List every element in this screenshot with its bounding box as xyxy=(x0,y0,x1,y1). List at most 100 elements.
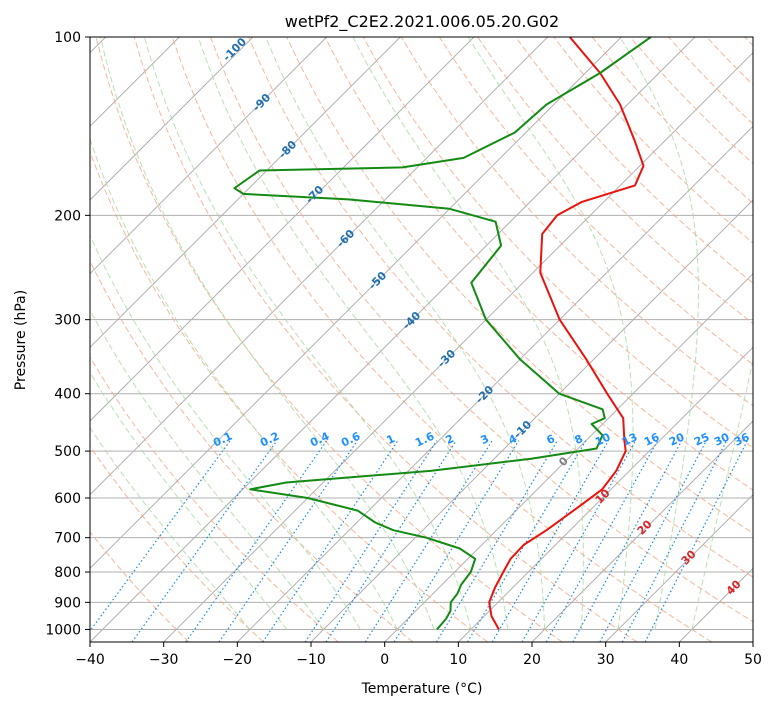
dry-adiabat-line xyxy=(90,531,190,642)
y-tick-label: 300 xyxy=(54,313,81,329)
dry-adiabat-line xyxy=(90,150,488,642)
isotherm-line xyxy=(90,37,475,422)
y-axis: 100 200 300 400 500 600 700 800 900 1000 xyxy=(45,30,90,638)
isotherm-line xyxy=(678,567,753,642)
moist-adiabat-line xyxy=(90,371,288,630)
mixing-ratio-line xyxy=(131,440,278,642)
dewpoint-profile-line xyxy=(233,37,652,631)
isotherm-line xyxy=(384,272,753,642)
isotherm-line xyxy=(90,37,401,349)
dry-adiabat-line xyxy=(438,37,753,366)
plot-frame xyxy=(89,36,754,643)
x-tick-label: 50 xyxy=(744,652,762,668)
dry-adiabat-line xyxy=(553,37,753,244)
mixing-ratio-line xyxy=(262,440,399,642)
isotherm-line xyxy=(236,125,753,642)
dry-adiabat-line xyxy=(248,37,753,578)
moist-adiabat-label: 20 xyxy=(635,517,655,537)
dry-adiabat-line xyxy=(133,37,638,642)
chart-title: wetPf2_C2E2.2021.006.05.20.G02 xyxy=(285,12,559,32)
dry-adiabat-line xyxy=(286,37,753,534)
y-tick-label: 100 xyxy=(54,30,81,46)
mixing-ratio-label: 10 xyxy=(593,430,613,448)
isotherm-line xyxy=(90,37,328,275)
dry-adiabat-label: 0 xyxy=(556,454,571,469)
moist-adiabat-line xyxy=(143,37,472,630)
mixing-ratio-line xyxy=(644,440,748,642)
dry-adiabat-line xyxy=(90,445,264,642)
moist-adiabat-label: 30 xyxy=(679,547,699,567)
dry-adiabat-line xyxy=(95,37,563,642)
mixing-ratio-label: 0.1 xyxy=(211,430,234,450)
isotherm-line xyxy=(90,37,696,642)
plot-area xyxy=(90,37,753,642)
mixing-ratio-line xyxy=(521,440,637,642)
moist-adiabat-label: 10 xyxy=(593,486,613,506)
x-tick-label: −20 xyxy=(223,652,253,668)
mixing-ratio-line xyxy=(218,440,358,642)
moist-adiabat-line xyxy=(90,234,361,630)
temperature-profile-line xyxy=(488,37,645,630)
dry-adiabat-line xyxy=(515,37,753,284)
dry-adiabat-line xyxy=(210,37,753,623)
mixing-ratio-label: 2 xyxy=(444,432,456,447)
mixing-ratio-line xyxy=(90,440,231,632)
isotherm-line xyxy=(90,37,549,496)
x-tick-label: 10 xyxy=(449,652,467,668)
dry-adiabat-line xyxy=(668,37,753,125)
mixing-ratio-label: 0.2 xyxy=(258,430,281,450)
isotherm-line xyxy=(605,493,753,642)
x-axis-title: Temperature (°C) xyxy=(361,681,483,697)
dry-adiabat-label: -100 xyxy=(220,35,249,64)
x-tick-label: 30 xyxy=(597,652,615,668)
moist-adiabat-line xyxy=(352,37,584,630)
mixing-ratio-label: 30 xyxy=(712,430,732,448)
x-axis: −40 −30 −20 −10 0 10 20 30 40 50 xyxy=(75,642,762,668)
moist-adiabat-line xyxy=(100,37,435,630)
moist-adiabat-line xyxy=(691,357,753,630)
x-tick-label: −10 xyxy=(296,652,326,668)
moist-adiabat-line xyxy=(265,37,546,630)
dry-adiabat-line xyxy=(90,356,339,642)
y-tick-label: 200 xyxy=(54,208,81,224)
isotherm-line xyxy=(457,346,753,642)
dry-adiabat-line xyxy=(744,37,753,47)
dry-adiabat-line xyxy=(171,37,712,642)
isotherm-line xyxy=(752,641,753,642)
moist-adiabat-line xyxy=(619,37,699,630)
dry-adiabat-label: -70 xyxy=(303,183,326,206)
dry-adiabat-line xyxy=(90,259,414,642)
y-tick-label: 400 xyxy=(54,387,81,403)
mixing-ratio-line xyxy=(491,440,609,642)
mixing-ratio-label: 13 xyxy=(620,430,639,448)
y-tick-label: 800 xyxy=(54,565,81,581)
y-tick-label: 1000 xyxy=(45,622,81,638)
moist-adiabat-line xyxy=(197,37,509,630)
isotherm-line xyxy=(310,199,753,642)
y-tick-label: 900 xyxy=(54,595,81,611)
x-tick-label: −30 xyxy=(149,652,179,668)
x-tick-label: −40 xyxy=(75,652,105,668)
x-tick-label: 20 xyxy=(523,652,541,668)
moist-adiabat-line xyxy=(90,137,398,630)
mixing-ratio-label: 36 xyxy=(732,430,752,448)
dry-adiabat-line xyxy=(400,37,753,407)
mixing-ratio-label: 20 xyxy=(667,430,687,448)
isotherm-line xyxy=(163,51,753,642)
y-tick-label: 600 xyxy=(54,491,81,507)
y-tick-label: 500 xyxy=(54,444,81,460)
moist-adiabat-line xyxy=(90,426,251,630)
mixing-ratio-line xyxy=(621,440,728,642)
y-axis-title: Pressure (hPa) xyxy=(13,290,29,390)
isotherm-line xyxy=(90,37,622,570)
x-tick-label: 40 xyxy=(670,652,688,668)
isotherm-line xyxy=(531,420,753,642)
dry-adiabat-line xyxy=(591,37,753,204)
mixing-ratio-label: 16 xyxy=(642,430,662,448)
isotherm-line xyxy=(90,37,254,201)
mixing-ratio-label: 25 xyxy=(692,430,711,448)
mixing-ratio-label: 0.4 xyxy=(308,429,331,449)
moist-adiabat-line xyxy=(467,37,634,630)
mixing-ratio-line xyxy=(393,440,520,642)
